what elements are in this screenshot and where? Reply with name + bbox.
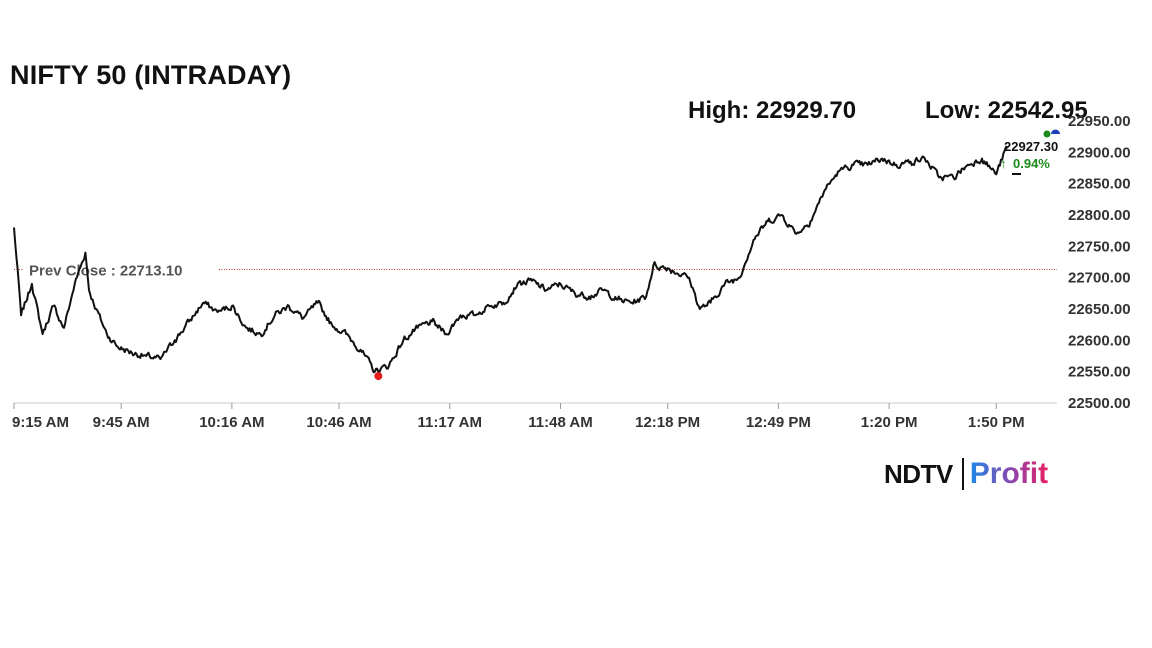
low-value: Low: 22542.95	[925, 97, 1088, 124]
last-value-label: 22927.30	[1004, 139, 1058, 154]
x-tick-label: 1:50 PM	[968, 414, 1025, 431]
chart-title: NIFTY 50 (INTRADAY)	[10, 60, 292, 90]
up-arrow-icon: ↑	[1000, 156, 1007, 171]
x-tick-label: 12:49 PM	[746, 414, 811, 431]
high-value: High: 22929.70	[688, 97, 857, 124]
y-tick-label: 22850.00	[1068, 176, 1131, 193]
blue-marker-icon	[1051, 129, 1060, 134]
logo-divider	[961, 458, 964, 490]
x-tick-label: 10:46 AM	[306, 414, 371, 431]
y-tick-label: 22700.00	[1068, 270, 1131, 287]
x-tick-label: 9:45 AM	[93, 414, 150, 431]
y-tick-label: 22650.00	[1068, 301, 1131, 318]
x-tick-label: 10:16 AM	[199, 414, 264, 431]
y-tick-label: 22900.00	[1068, 144, 1131, 161]
x-tick-label: 12:18 PM	[635, 414, 700, 431]
live-status-dot	[1043, 130, 1051, 138]
change-percent-label: 0.94%	[1013, 156, 1050, 171]
prev-close-label-bg	[24, 258, 218, 279]
price-series-line	[13, 145, 1008, 374]
x-tick-label: 1:20 PM	[861, 414, 918, 431]
prev-close-label: Prev Close : 22713.10	[29, 262, 182, 279]
logo-brand: NDTV	[884, 458, 953, 489]
logo-product: Profit	[969, 457, 1049, 490]
y-tick-label: 22500.00	[1068, 395, 1131, 412]
x-tick-label: 11:17 AM	[418, 414, 482, 431]
y-tick-label: 22550.00	[1068, 364, 1131, 381]
x-tick-label: 11:48 AM	[528, 414, 592, 431]
y-tick-label: 22950.00	[1068, 113, 1131, 130]
y-tick-label: 22800.00	[1068, 207, 1131, 224]
low-point-marker	[374, 372, 383, 381]
ndtv-profit-logo: NDTV Profit	[884, 456, 1048, 492]
x-tick-label: 9:15 AM	[12, 414, 69, 431]
y-tick-label: 22750.00	[1068, 238, 1131, 255]
y-tick-label: 22600.00	[1068, 332, 1131, 349]
